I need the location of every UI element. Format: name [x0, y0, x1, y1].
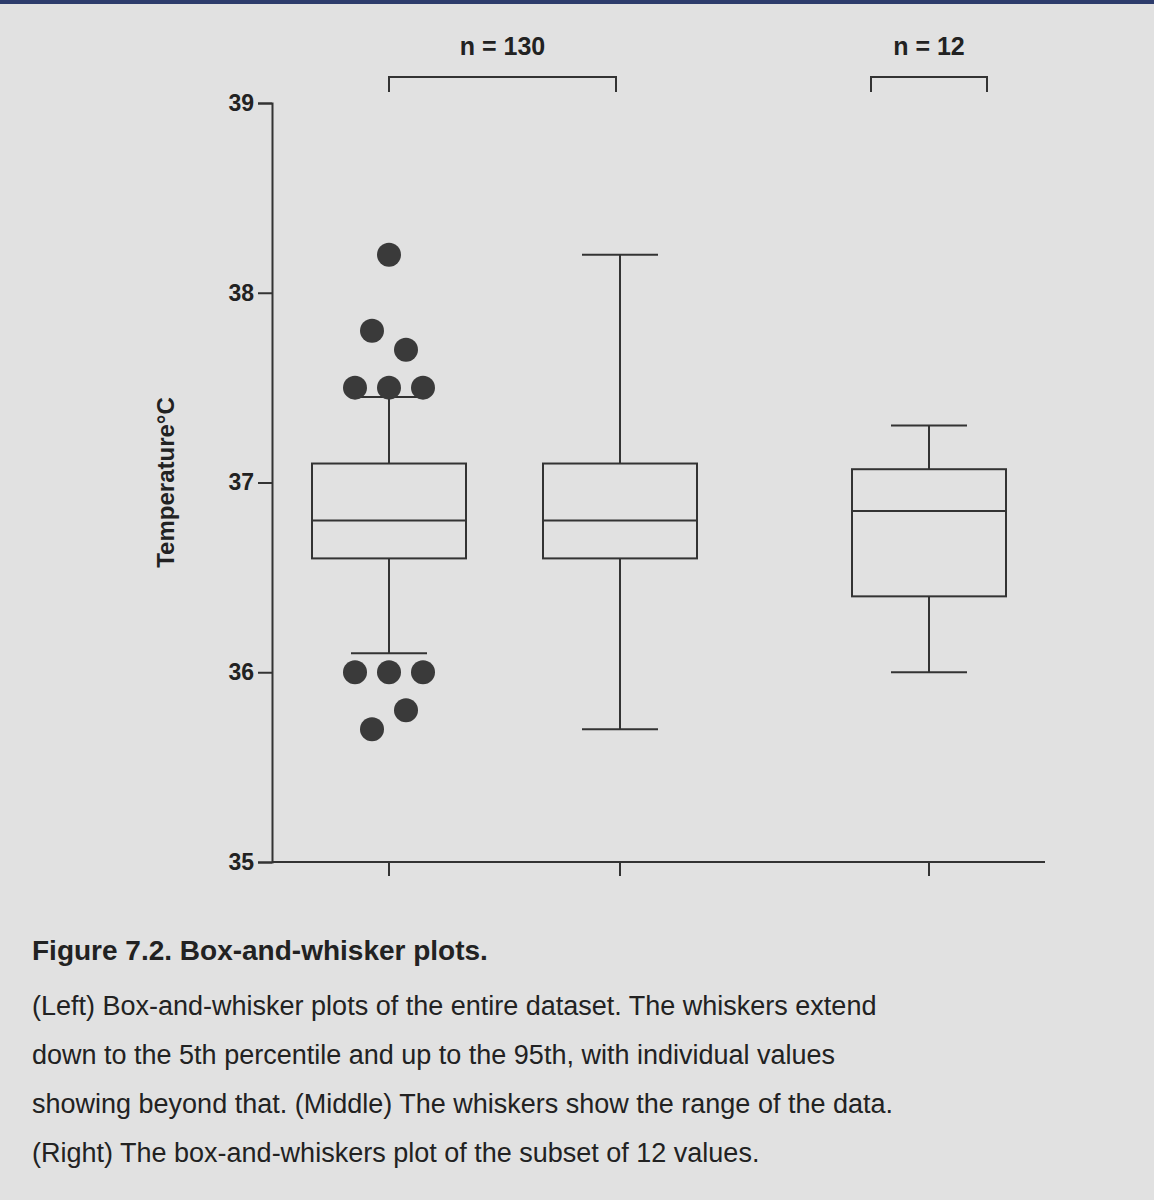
whisker-high [388, 397, 390, 463]
box [852, 469, 1006, 596]
box-plot [543, 255, 697, 729]
figure: 35 36 37 38 39 Temperature°C n = 130 n = 12 Figu… [0, 0, 1154, 1200]
bracket [871, 77, 987, 92]
y-axis: 35 36 37 38 39 [228, 90, 272, 875]
outlier [360, 717, 384, 741]
whisker-low [928, 596, 930, 672]
bracket [389, 77, 616, 92]
plot-area [312, 243, 1006, 741]
y-tick-mark [258, 292, 272, 294]
whisker-low [388, 558, 390, 653]
box [312, 464, 466, 559]
whisker-low-cap [351, 652, 427, 654]
y-tick-mark [258, 862, 272, 864]
x-axis [272, 862, 1045, 876]
caption-line: (Right) The box-and-whiskers plot of the… [32, 1138, 759, 1168]
group-label: n = 130 [460, 32, 545, 60]
caption-line: (Left) Box-and-whisker plots of the enti… [32, 991, 876, 1021]
y-axis-title: Temperature°C [152, 397, 179, 568]
y-tick: 38 [228, 280, 272, 306]
y-axis-line [258, 104, 273, 863]
median [543, 519, 697, 521]
x-tick-mark [388, 862, 390, 876]
whisker-high-cap [891, 425, 967, 427]
y-tick-label: 36 [228, 659, 254, 685]
x-tick-mark [619, 862, 621, 876]
x-tick-mark [928, 862, 930, 876]
outlier [377, 376, 401, 400]
box-plot [312, 243, 466, 741]
outlier [411, 660, 435, 684]
whisker-low [619, 558, 621, 729]
y-tick: 36 [228, 659, 272, 685]
y-tick-label: 38 [228, 280, 254, 306]
whisker-high [928, 426, 930, 470]
whisker-high [619, 255, 621, 464]
whisker-low-cap [582, 728, 658, 730]
y-tick-label: 39 [228, 90, 254, 116]
y-tick: 35 [228, 849, 272, 875]
outlier [394, 698, 418, 722]
box-plot [852, 426, 1006, 673]
group-brackets: n = 130 n = 12 [389, 32, 987, 92]
caption-line: down to the 5th percentile and up to the… [32, 1040, 835, 1070]
y-tick-label: 35 [228, 849, 254, 875]
outlier [394, 338, 418, 362]
y-tick-mark [258, 672, 272, 674]
y-tick: 39 [228, 90, 272, 116]
whisker-high-cap [582, 254, 658, 256]
y-tick-mark [258, 103, 272, 105]
outlier [411, 376, 435, 400]
outlier [343, 660, 367, 684]
y-tick-mark [258, 482, 272, 484]
top-rule [0, 0, 1154, 4]
box [543, 464, 697, 559]
y-tick-label: 37 [228, 469, 254, 495]
outlier [377, 243, 401, 267]
outlier [343, 376, 367, 400]
median [852, 510, 1006, 512]
caption-title: Figure 7.2. Box-and-whisker plots. [32, 935, 488, 966]
y-tick: 37 [228, 469, 272, 495]
outlier [377, 660, 401, 684]
group-label: n = 12 [893, 32, 965, 60]
median [312, 519, 466, 521]
whisker-low-cap [891, 671, 967, 673]
caption-line: showing beyond that. (Middle) The whiske… [32, 1089, 893, 1119]
outlier [360, 319, 384, 343]
